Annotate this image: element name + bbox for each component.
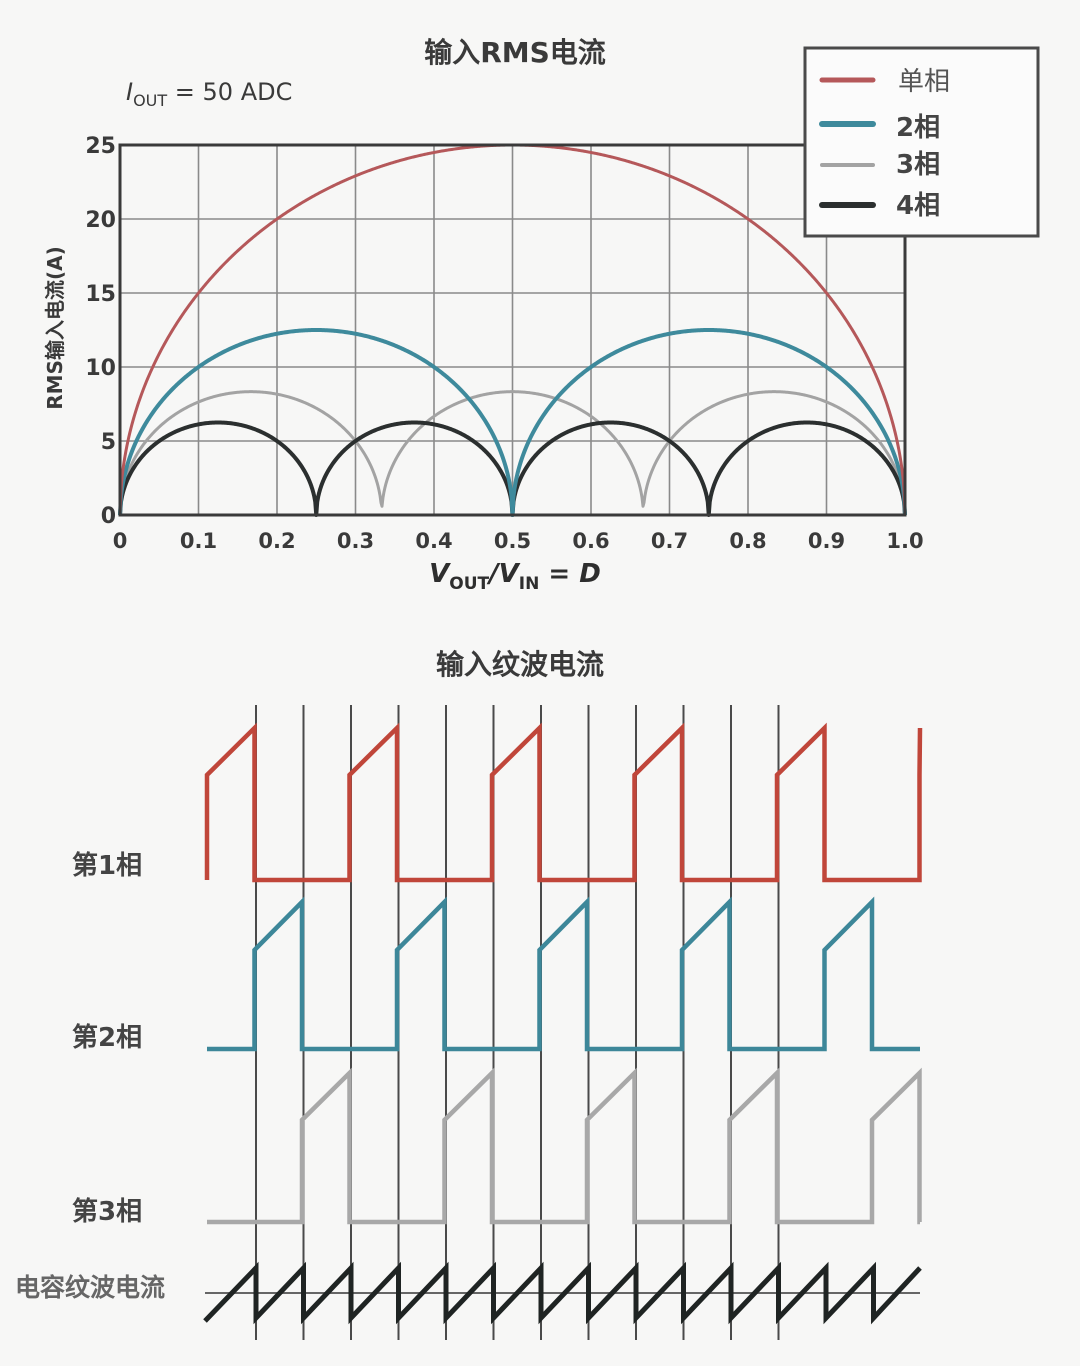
y-tick-label: 20 <box>85 208 116 233</box>
y-tick-label: 25 <box>85 134 116 159</box>
capacitor-ripple-label: 电容纹波电流 <box>15 1273 165 1302</box>
legend-item-3-phase: 3相 <box>820 150 940 180</box>
y-axis-label: RMS输入电流(A) <box>43 246 67 409</box>
x-tick-label: 0 <box>113 529 128 553</box>
y-tick-label: 10 <box>85 356 116 381</box>
phase-3-label: 第3相 <box>72 1196 142 1227</box>
legend-item-4-phase: 4相 <box>819 191 940 221</box>
iout-annotation: IOUT = 50 ADC <box>126 78 292 110</box>
rms-chart-title: 输入RMS电流 <box>424 36 606 69</box>
capacitor-ripple-waveform <box>203 1261 922 1325</box>
y-tick-label: 0 <box>101 504 116 529</box>
x-tick-label: 0.7 <box>651 529 688 553</box>
x-tick-label: 0.5 <box>494 529 531 553</box>
y-axis-ticks: 0 5 10 15 20 25 <box>85 134 116 529</box>
y-tick-label: 15 <box>85 282 116 307</box>
plot-grid <box>119 144 906 516</box>
curve-3-phase <box>118 390 907 516</box>
rms-chart: 输入RMS电流 IOUT = 50 ADC RMS输入电流(A) 0 5 10 15 2… <box>43 36 1040 594</box>
legend: 单相 2相 3相 4相 <box>803 46 1040 238</box>
phase-1-waveform <box>204 722 923 883</box>
ripple-chart: 输入纹波电流 第1相 第2相 第3相 电容纹波电流 <box>15 648 923 1340</box>
phase-waveforms <box>203 722 923 1325</box>
legend-item-single-phase: 单相 <box>819 67 950 97</box>
timing-gridlines <box>255 705 780 1340</box>
x-tick-label: 0.4 <box>415 529 452 553</box>
phase-2-label: 第2相 <box>72 1022 142 1053</box>
x-tick-label: 0.1 <box>180 529 217 553</box>
x-axis-ticks: 0 0.1 0.2 0.3 0.4 0.5 0.6 0.7 0.8 0.9 1.0 <box>113 529 924 553</box>
phase-2-waveform <box>207 896 920 1052</box>
x-tick-label: 0.8 <box>729 529 766 553</box>
ripple-chart-title: 输入纹波电流 <box>436 648 604 681</box>
x-tick-label: 0.2 <box>258 529 295 553</box>
plot-frame <box>118 143 907 517</box>
x-tick-label: 0.3 <box>337 529 374 553</box>
x-axis-label: VOUT/VIN = D <box>429 559 601 594</box>
y-tick-label: 5 <box>101 430 116 455</box>
phase-3-waveform <box>207 1067 922 1225</box>
legend-label: 4相 <box>896 191 940 221</box>
legend-label: 单相 <box>898 67 950 97</box>
legend-label: 3相 <box>896 150 940 180</box>
x-tick-label: 1.0 <box>886 529 923 553</box>
legend-item-2-phase: 2相 <box>819 113 940 143</box>
x-tick-label: 0.6 <box>572 529 609 553</box>
legend-label: 2相 <box>896 113 940 143</box>
phase-1-label: 第1相 <box>72 850 142 881</box>
x-tick-label: 0.9 <box>808 529 845 553</box>
